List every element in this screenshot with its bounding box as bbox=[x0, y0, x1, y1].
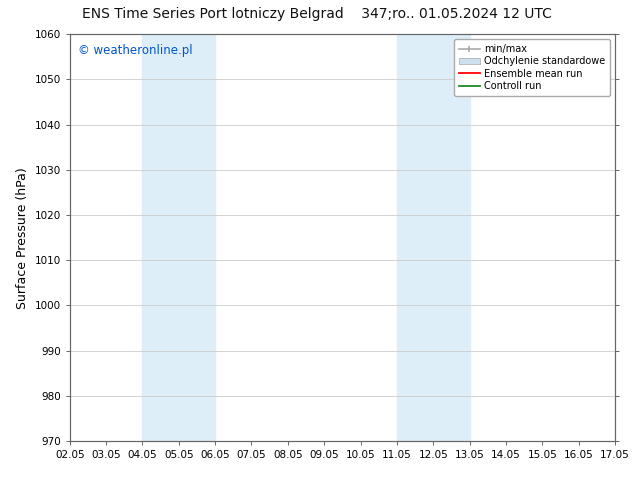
Bar bbox=[143, 34, 215, 441]
Text: © weatheronline.pl: © weatheronline.pl bbox=[78, 45, 193, 57]
Y-axis label: Surface Pressure (hPa): Surface Pressure (hPa) bbox=[16, 167, 29, 309]
Text: ENS Time Series Port lotniczy Belgrad    347;ro.. 01.05.2024 12 UTC: ENS Time Series Port lotniczy Belgrad 34… bbox=[82, 7, 552, 22]
Bar bbox=[397, 34, 470, 441]
Legend: min/max, Odchylenie standardowe, Ensemble mean run, Controll run: min/max, Odchylenie standardowe, Ensembl… bbox=[454, 39, 610, 96]
